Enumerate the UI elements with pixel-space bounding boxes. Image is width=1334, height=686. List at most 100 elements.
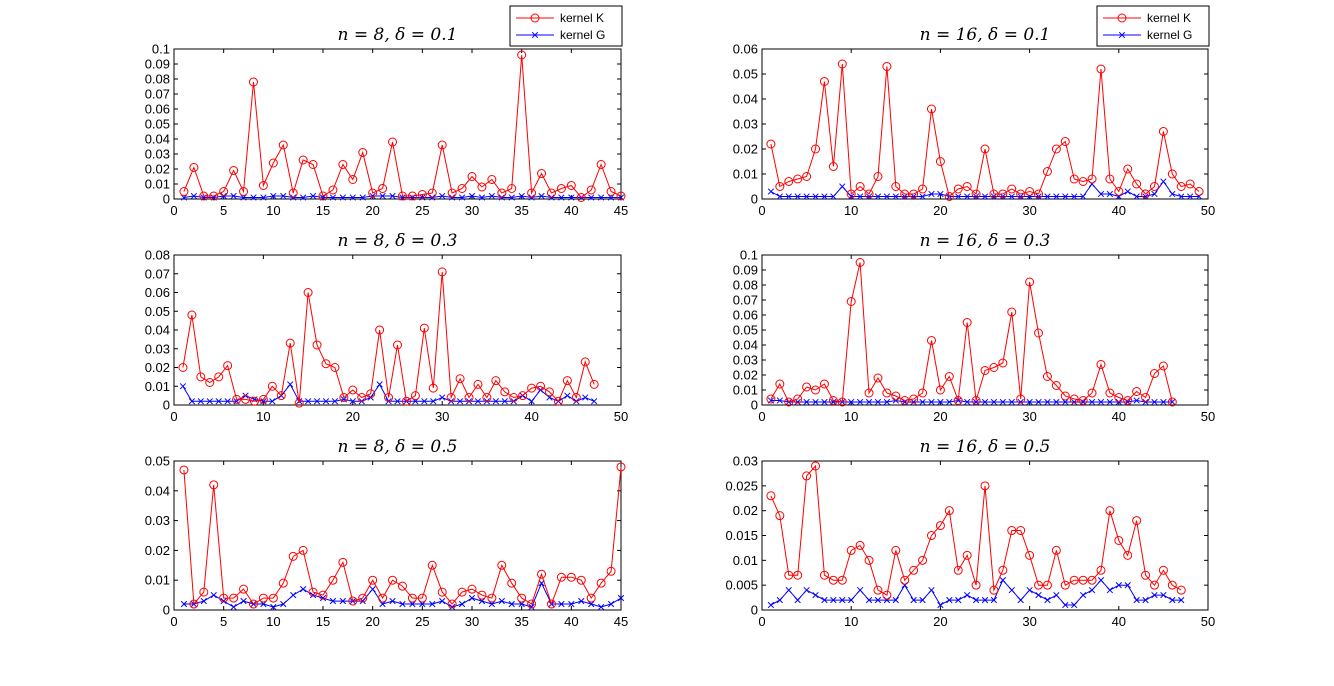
panel-6: 0 10 20 30 40 50 0 0.005 0.01 0.015 0.02 0.025 0.03 n… xyxy=(725,437,1215,629)
data-point xyxy=(328,575,338,585)
data-point xyxy=(1025,277,1035,287)
y-tick-label: 0.09 xyxy=(733,263,758,278)
x-tick-label: 10 xyxy=(266,614,280,629)
data-point xyxy=(596,160,606,169)
data-point xyxy=(1132,516,1142,526)
data-point xyxy=(288,551,298,561)
data-point xyxy=(258,593,268,603)
x-tick-label: 5 xyxy=(220,203,227,218)
data-point xyxy=(1034,189,1044,199)
data-point xyxy=(518,192,525,200)
y-tick-label: 0.05 xyxy=(733,67,758,82)
data-point xyxy=(188,398,196,405)
data-point xyxy=(928,398,935,406)
data-point xyxy=(492,398,499,405)
series-kernel-g xyxy=(767,577,1185,609)
data-point xyxy=(209,480,219,490)
data-point xyxy=(1142,596,1149,604)
x-tick-label: 50 xyxy=(614,409,628,424)
data-point xyxy=(566,181,576,190)
x-tick-label: 40 xyxy=(1112,614,1126,629)
data-point xyxy=(313,398,321,405)
data-point xyxy=(206,398,213,405)
data-point xyxy=(937,190,944,198)
data-point xyxy=(812,398,819,406)
x-tick-label: 0 xyxy=(758,614,765,629)
x-tick-label: 30 xyxy=(1022,203,1036,218)
axes-box xyxy=(761,254,1209,406)
panel-1: 0 5 10 15 20 25 30 35 40 4500.010.020.030.040.050… xyxy=(145,5,628,218)
data-point xyxy=(999,577,1006,584)
data-point xyxy=(179,187,189,196)
y-tick-label: 0.01 xyxy=(145,177,170,192)
data-point xyxy=(1035,591,1042,599)
data-point xyxy=(962,550,972,560)
data-point xyxy=(1158,127,1168,136)
y-tick-label: 0.04 xyxy=(733,92,758,107)
y-tick-label: 0.03 xyxy=(145,147,170,162)
data-point xyxy=(775,379,785,389)
data-point xyxy=(1017,596,1024,604)
data-point xyxy=(953,396,963,405)
data-point xyxy=(477,590,487,600)
data-point xyxy=(518,391,528,401)
y-tick-label: 0.03 xyxy=(733,353,758,368)
y-tick-label: 0.02 xyxy=(145,360,170,375)
data-point xyxy=(477,182,487,192)
y-tick-label: 0.01 xyxy=(145,379,170,394)
data-point xyxy=(223,361,233,371)
data-point xyxy=(848,193,855,200)
data-point xyxy=(856,398,864,406)
data-point xyxy=(439,394,446,401)
series-line xyxy=(770,262,1173,403)
data-point xyxy=(1105,506,1115,516)
data-point xyxy=(388,137,398,147)
data-point xyxy=(321,359,331,369)
data-point xyxy=(189,163,199,172)
data-point xyxy=(1042,372,1052,381)
data-point xyxy=(278,578,288,588)
y-tick-label: 0.07 xyxy=(733,293,758,308)
data-point xyxy=(196,372,206,382)
x-tick-label: 40 xyxy=(564,203,578,218)
data-point xyxy=(299,585,307,593)
data-point xyxy=(1160,398,1167,406)
data-point xyxy=(556,572,566,582)
data-point xyxy=(210,591,217,599)
x-tick-label: 10 xyxy=(266,203,280,218)
panel-4: 0 10 20 30 40 50 00.010.020.030.040.050.060.07… xyxy=(733,231,1216,424)
y-tick-label: 0 xyxy=(751,603,758,618)
data-point xyxy=(527,188,537,198)
data-point xyxy=(1007,184,1017,194)
data-point xyxy=(1151,190,1158,198)
data-point xyxy=(219,593,229,603)
data-point xyxy=(919,596,926,604)
data-point xyxy=(910,596,917,604)
data-point xyxy=(1160,178,1167,185)
data-point xyxy=(989,585,999,595)
data-point xyxy=(1016,189,1026,199)
data-point xyxy=(417,190,427,199)
panel-5: 0 5 10 15 20 25 30 35 40 45 0 0.01 0.02 0.03 0.04 0.05 n… xyxy=(145,437,629,629)
data-point xyxy=(793,394,803,404)
x-tick-label: 20 xyxy=(933,203,947,218)
data-point xyxy=(1124,188,1131,195)
data-point xyxy=(1007,307,1017,317)
x-tick-label: 25 xyxy=(415,614,429,629)
data-point xyxy=(1169,596,1176,604)
data-point xyxy=(946,398,953,406)
legend-label-kernel-g: kernel G xyxy=(560,28,605,42)
panel-title: n = 8, δ = 0.1 xyxy=(338,25,458,45)
data-point xyxy=(1087,388,1097,398)
series-line xyxy=(183,54,622,199)
data-point xyxy=(606,566,616,576)
data-point xyxy=(248,599,258,609)
data-point xyxy=(446,393,456,402)
data-point xyxy=(580,357,590,367)
data-point xyxy=(767,188,775,195)
series-kernel-k xyxy=(179,462,626,609)
data-point xyxy=(348,596,358,606)
data-point xyxy=(935,157,945,166)
data-point xyxy=(338,557,348,567)
data-point xyxy=(989,189,999,199)
